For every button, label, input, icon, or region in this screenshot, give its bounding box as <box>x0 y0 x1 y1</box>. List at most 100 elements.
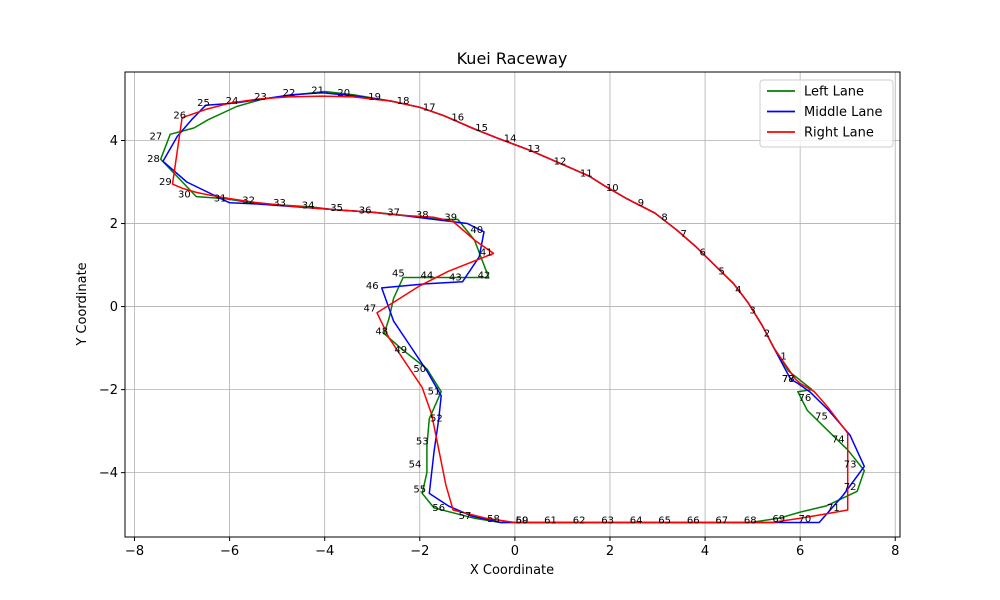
point-label: 63 <box>601 515 614 526</box>
point-label: 14 <box>504 133 517 144</box>
x-tick-label: 0 <box>511 544 519 559</box>
plot-background <box>125 72 900 537</box>
point-label: 23 <box>254 92 267 103</box>
right-lane-line <box>171 95 849 524</box>
series-lines <box>159 90 866 524</box>
point-label: 55 <box>413 484 426 495</box>
point-label: 77 <box>782 374 795 385</box>
point-label: 24 <box>226 96 239 107</box>
point-label: 13 <box>528 144 541 155</box>
x-tick-label: −8 <box>125 544 144 559</box>
point-label: 28 <box>147 154 160 165</box>
point-label: 70 <box>799 514 812 525</box>
point-label: 53 <box>416 437 429 448</box>
x-tick-label: −6 <box>220 544 239 559</box>
x-tick-label: 8 <box>891 544 899 559</box>
point-label: 34 <box>302 201 315 212</box>
point-label: 48 <box>375 327 388 338</box>
point-label: 22 <box>283 88 296 99</box>
point-label: 40 <box>470 225 483 236</box>
y-axis-title: Y Coordinate <box>75 262 90 346</box>
point-label: 26 <box>173 111 186 122</box>
point-label: 9 <box>638 198 644 209</box>
y-tick-label: 0 <box>110 300 118 315</box>
point-label: 25 <box>197 98 210 109</box>
point-label: 42 <box>478 270 491 281</box>
y-tick-label: −2 <box>99 383 118 398</box>
point-label: 29 <box>159 177 172 188</box>
point-label: 3 <box>749 306 755 317</box>
point-label: 52 <box>430 414 443 425</box>
point-label: 7 <box>681 229 687 240</box>
point-label: 6 <box>700 248 706 259</box>
y-tick-label: 4 <box>110 134 118 149</box>
point-label: 1 <box>780 351 786 362</box>
x-tick-label: 4 <box>701 544 709 559</box>
right-lane-legend-label: Right Lane <box>804 126 874 141</box>
grid <box>125 72 900 537</box>
point-label: 73 <box>844 459 857 470</box>
x-tick-label: 2 <box>606 544 614 559</box>
point-label: 37 <box>387 207 400 218</box>
point-label: 10 <box>606 183 619 194</box>
point-label: 45 <box>392 268 405 279</box>
point-label: 57 <box>459 511 472 522</box>
chart-title: Kuei Raceway <box>457 49 568 68</box>
plot-frame <box>124 71 901 538</box>
point-labels: 1234567891011121314151617181920212223242… <box>147 86 856 527</box>
point-label: 18 <box>397 96 410 107</box>
point-label: 74 <box>832 434 845 445</box>
point-label: 60 <box>516 515 529 526</box>
point-label: 75 <box>815 412 828 423</box>
point-label: 56 <box>432 503 445 514</box>
point-label: 12 <box>554 156 567 167</box>
point-label: 54 <box>409 459 422 470</box>
point-label: 72 <box>844 482 857 493</box>
point-label: 66 <box>687 515 700 526</box>
point-label: 41 <box>480 248 493 259</box>
legend: Left Lane Middle Lane Right Lane <box>759 79 894 148</box>
point-label: 2 <box>764 329 770 340</box>
point-label: 58 <box>487 514 500 525</box>
point-label: 65 <box>658 515 671 526</box>
point-label: 4 <box>735 285 741 296</box>
point-label: 46 <box>366 281 379 292</box>
point-label: 47 <box>364 304 377 315</box>
x-tick-label: 6 <box>796 544 804 559</box>
point-label: 5 <box>719 266 725 277</box>
middle-lane-legend-label: Middle Lane <box>804 105 883 120</box>
point-label: 36 <box>359 205 372 216</box>
point-label: 59 <box>516 515 529 526</box>
point-label: 33 <box>273 198 286 209</box>
point-label: 20 <box>337 88 350 99</box>
x-axis-title: X Coordinate <box>470 563 554 578</box>
left-lane-legend-label: Left Lane <box>804 85 864 100</box>
legend-box <box>759 79 894 148</box>
point-label: 50 <box>413 364 426 375</box>
y-tick-label: −4 <box>99 466 118 481</box>
point-label: 76 <box>799 393 812 404</box>
point-label: 19 <box>368 92 381 103</box>
point-label: 69 <box>772 514 785 525</box>
point-label: 62 <box>573 515 586 526</box>
point-label: 15 <box>475 123 488 134</box>
point-label: 16 <box>451 113 464 124</box>
y-tick-label: 2 <box>110 217 118 232</box>
x-tick-label: −2 <box>410 544 429 559</box>
point-label: 71 <box>827 503 840 514</box>
point-label: 27 <box>150 131 163 142</box>
point-label: 67 <box>715 515 728 526</box>
x-tick-label: −4 <box>315 544 334 559</box>
point-label: 8 <box>661 212 667 223</box>
point-label: 38 <box>416 210 429 221</box>
point-label: 21 <box>311 86 324 97</box>
point-label: 35 <box>330 203 343 214</box>
point-label: 17 <box>423 102 436 113</box>
point-label: 78 <box>782 374 795 385</box>
point-label: 11 <box>580 169 593 180</box>
point-label: 32 <box>242 196 255 207</box>
point-label: 64 <box>630 515 643 526</box>
point-label: 61 <box>544 515 557 526</box>
